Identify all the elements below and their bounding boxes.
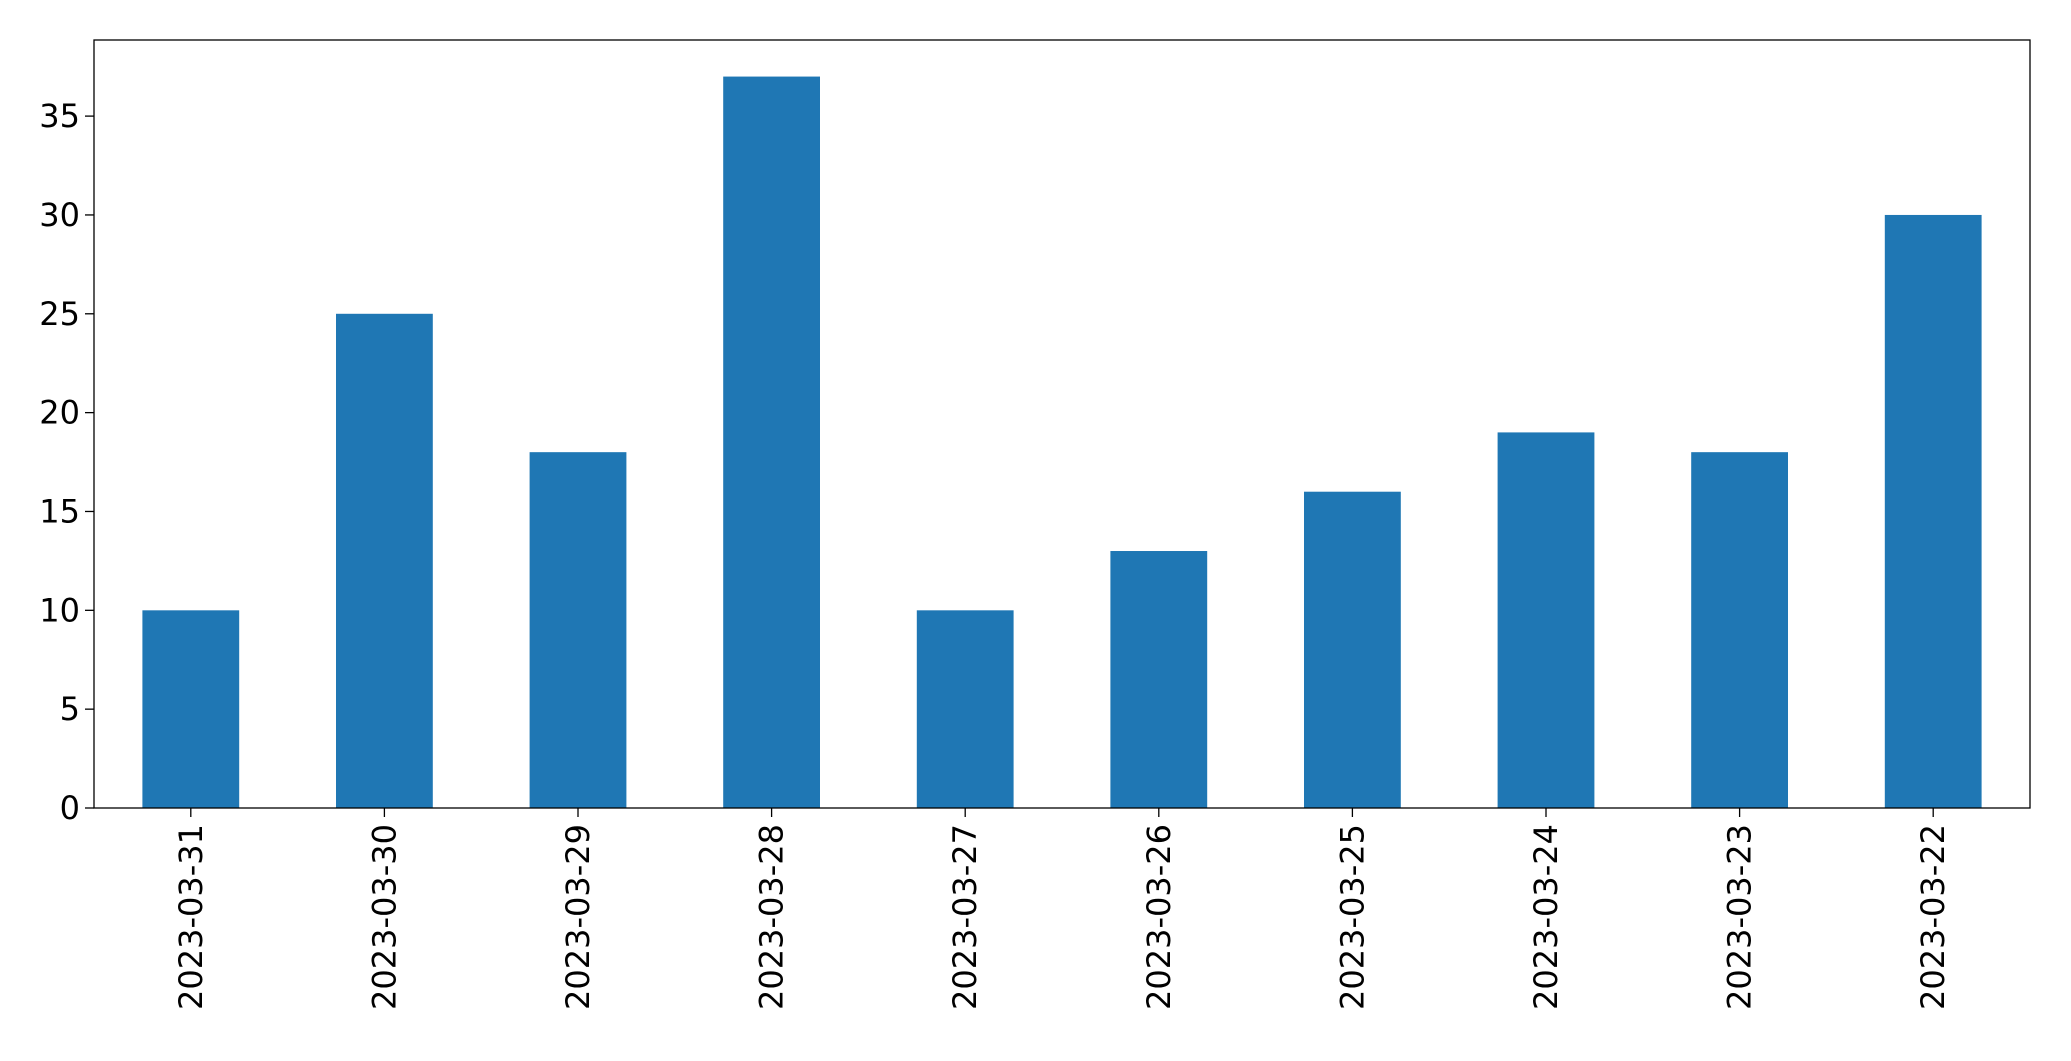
y-tick-label: 20 <box>39 394 80 432</box>
y-tick-label: 10 <box>39 591 80 629</box>
y-tick-label: 25 <box>39 295 80 333</box>
plot-frame <box>93 39 2031 809</box>
bar <box>336 313 433 808</box>
x-tick-label: 2023-03-30 <box>365 824 403 1010</box>
x-tick-label: 2023-03-23 <box>1721 824 1759 1010</box>
bar <box>916 610 1014 808</box>
y-tick-label: 0 <box>60 789 80 827</box>
bar <box>1691 452 1788 808</box>
x-tick-label: 2023-03-29 <box>559 824 597 1010</box>
x-tick-label: 2023-03-28 <box>753 824 791 1010</box>
bar <box>1110 551 1208 808</box>
bar <box>1497 432 1595 808</box>
bar <box>1884 214 1982 808</box>
bar <box>142 610 240 808</box>
y-tick-label: 5 <box>60 690 80 728</box>
y-tick-label: 15 <box>39 492 80 530</box>
x-tick-label: 2023-03-24 <box>1527 824 1565 1010</box>
y-tick-label: 35 <box>39 97 80 135</box>
x-tick-label: 2023-03-25 <box>1333 824 1371 1010</box>
x-tick-label: 2023-03-31 <box>172 824 210 1010</box>
bar <box>723 76 820 809</box>
bar <box>529 452 627 808</box>
x-tick-label: 2023-03-22 <box>1914 824 1952 1010</box>
bar <box>1304 491 1401 808</box>
x-tick-label: 2023-03-26 <box>1140 824 1178 1010</box>
x-tick-label: 2023-03-27 <box>946 824 984 1010</box>
y-tick-label: 30 <box>39 196 80 234</box>
